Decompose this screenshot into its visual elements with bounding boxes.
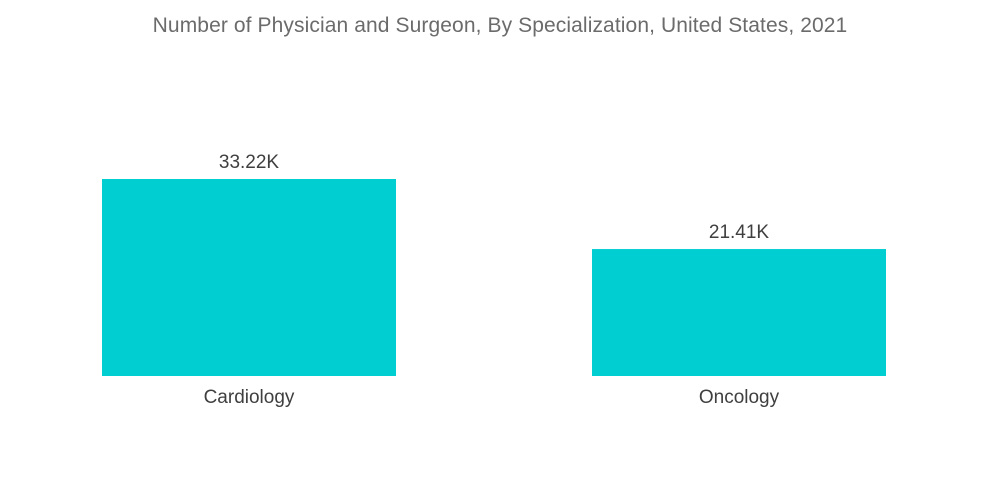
- data-label-cardiology: 33.22K: [219, 152, 280, 173]
- x-tick-label-oncology: Oncology: [699, 387, 780, 408]
- data-label-oncology: 21.41K: [709, 222, 770, 243]
- bar-cardiology: [102, 179, 396, 376]
- x-tick-label-cardiology: Cardiology: [204, 387, 295, 408]
- labels-layer: 33.22K Cardiology 21.41K Oncology: [204, 152, 780, 408]
- bars-layer: [102, 179, 886, 376]
- chart-title: Number of Physician and Surgeon, By Spec…: [152, 14, 848, 37]
- bar-oncology: [592, 249, 886, 376]
